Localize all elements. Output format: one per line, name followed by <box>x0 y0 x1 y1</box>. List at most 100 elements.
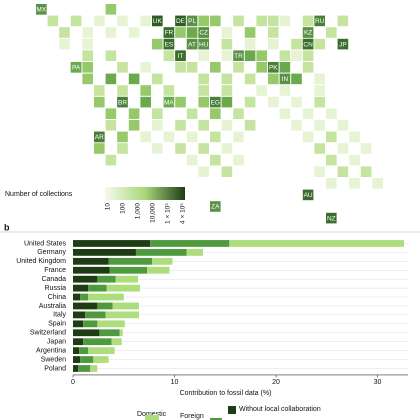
tile <box>152 73 163 85</box>
x-tick-label: 0 <box>71 379 75 386</box>
tile <box>302 62 314 73</box>
tile <box>94 15 105 27</box>
tile <box>314 96 325 108</box>
tile <box>244 96 256 108</box>
bar-segment <box>109 266 148 274</box>
tile <box>233 154 244 166</box>
bar-segment <box>108 257 153 265</box>
category-label: Australia <box>39 303 66 310</box>
tile <box>326 178 337 189</box>
tile <box>337 166 349 177</box>
country-tile <box>175 15 186 27</box>
x-tick-label: 10 <box>171 379 179 386</box>
bar-segment <box>147 266 170 274</box>
tile <box>221 38 233 50</box>
tile <box>105 108 117 119</box>
tile <box>349 178 360 189</box>
tile <box>198 143 209 154</box>
tile <box>268 38 279 50</box>
bar-segment <box>88 347 115 355</box>
country-code: CN <box>303 41 313 48</box>
category-label: Japan <box>47 339 66 346</box>
country-tile <box>163 27 175 38</box>
tile <box>279 108 291 119</box>
tile <box>117 62 128 73</box>
tile <box>233 131 244 143</box>
tile <box>210 15 221 27</box>
tile <box>244 27 256 38</box>
tile <box>210 154 221 166</box>
country-code: AU <box>304 192 313 199</box>
tile <box>163 50 175 61</box>
bar-segment <box>88 293 124 301</box>
tile <box>59 27 70 38</box>
tile <box>105 154 117 166</box>
bar-segment <box>90 365 98 372</box>
tile <box>152 143 163 154</box>
color-scale <box>105 187 185 200</box>
bar-segment <box>78 365 91 372</box>
tile <box>302 131 314 143</box>
country-code: PK <box>269 65 278 72</box>
legend-tick: 1,000 <box>135 203 142 220</box>
country-code: RU <box>315 18 325 25</box>
bar-segment <box>73 293 81 301</box>
country-tile <box>210 201 221 212</box>
bar-segment <box>105 311 139 319</box>
bar-segment <box>73 338 84 346</box>
tile <box>152 108 163 119</box>
tile <box>175 143 186 154</box>
tile <box>82 62 93 73</box>
tile <box>186 108 198 119</box>
country-tile <box>302 27 314 38</box>
tile <box>268 73 279 85</box>
tile <box>314 73 325 85</box>
bar-segment <box>229 240 404 247</box>
tile <box>210 108 221 119</box>
country-code: BR <box>118 99 127 106</box>
category-label: France <box>44 267 66 274</box>
country-code: ES <box>165 41 174 48</box>
tile <box>105 120 117 131</box>
tile <box>128 108 140 119</box>
tile <box>314 38 325 50</box>
tile <box>291 73 302 85</box>
bar-segment <box>97 275 116 283</box>
country-tile <box>70 62 82 73</box>
tile <box>47 15 59 27</box>
legend-tick: 4 × 10⁵ <box>180 203 187 224</box>
tile <box>268 15 279 27</box>
category-label: Argentina <box>36 347 66 354</box>
tile <box>140 62 151 73</box>
bar-segment <box>73 248 136 256</box>
panel-label: b <box>4 222 10 232</box>
country-code: ZA <box>211 204 220 211</box>
tile <box>221 96 233 108</box>
tile <box>163 85 175 96</box>
category-label: Poland <box>44 365 66 372</box>
country-tile <box>186 15 198 27</box>
tile <box>94 143 105 154</box>
country-code: AR <box>95 134 104 141</box>
tile <box>117 143 128 154</box>
x-axis-label: Contribution to fossil data (%) <box>180 390 272 397</box>
bar-segment <box>112 302 139 310</box>
country-tile <box>326 212 337 224</box>
country-tile <box>268 62 279 73</box>
tile-map: MX UK DE PL RU FR CZ KZ ES AT HU CN JP IT TR PA PK IN BR MA… <box>36 4 383 224</box>
bar-segment <box>80 356 94 363</box>
bar-segment <box>111 338 122 346</box>
tile <box>221 85 233 96</box>
country-tile <box>152 15 163 27</box>
x-tick-label: 30 <box>374 379 382 386</box>
legend-label: Foreign <box>180 413 204 420</box>
country-code: PL <box>188 18 196 25</box>
category-label: Canada <box>41 276 66 283</box>
tile <box>326 108 337 119</box>
category-label: Italy <box>53 312 66 319</box>
bar-segment <box>73 347 80 355</box>
tile <box>163 131 175 143</box>
tile <box>105 4 117 15</box>
legend-swatch <box>145 415 159 420</box>
category-label: Switzerland <box>30 330 66 337</box>
